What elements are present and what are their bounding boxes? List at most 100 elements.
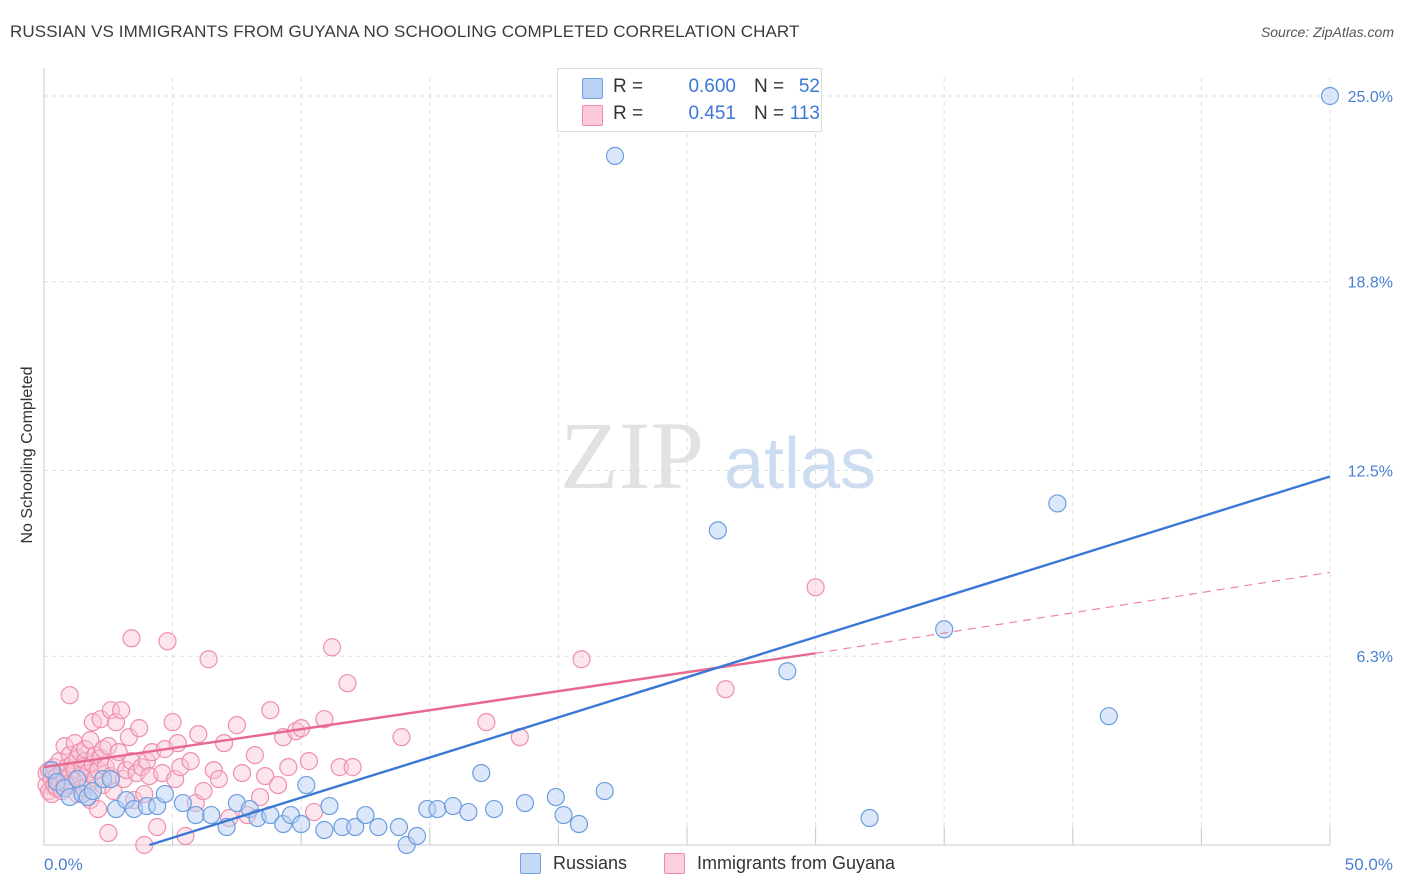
guyana-point — [148, 817, 167, 837]
russian-point — [485, 799, 504, 819]
russian-point — [595, 781, 614, 801]
guyana-point — [158, 632, 177, 651]
russian-point — [428, 799, 447, 819]
russian-points — [42, 86, 1340, 855]
guyana-point — [76, 740, 95, 759]
russian-point — [186, 805, 205, 825]
russian-point — [1048, 494, 1067, 513]
russian-point — [369, 817, 388, 837]
russian-point — [389, 817, 409, 837]
guyana-point — [250, 787, 270, 807]
russian-trend-line — [149, 475, 1331, 847]
russian-point — [356, 805, 375, 825]
guyana-point — [256, 766, 275, 786]
guyana-point — [392, 728, 411, 747]
russian-point — [297, 775, 316, 795]
guyana-point — [122, 752, 141, 771]
russian-point — [407, 826, 427, 846]
axes — [43, 68, 1331, 846]
y-tick-label: 6.3% — [1357, 649, 1393, 666]
guyana-trend-extension — [815, 571, 1331, 654]
guyana-point — [130, 719, 149, 738]
correlation-legend: R = 0.600 N = 52 R = 0.451 N = 113 — [557, 68, 822, 132]
russian-point — [935, 620, 954, 639]
y-tick-label: 25.0% — [1348, 89, 1393, 106]
russian-point — [315, 820, 334, 840]
russian-point — [101, 769, 120, 789]
legend-n-label: N = — [754, 76, 785, 97]
legend-swatch-blue — [582, 78, 603, 99]
legend-n-value: 52 — [798, 76, 820, 97]
guyana-point — [338, 674, 357, 693]
guyana-point — [189, 725, 208, 744]
guyana-point — [343, 758, 362, 777]
guyana-point — [477, 713, 496, 732]
trend-lines — [43, 475, 1331, 847]
russian-point — [173, 793, 192, 813]
guyana-point — [181, 752, 200, 771]
guyana-point — [279, 758, 298, 777]
tick-labels: 6.3% 12.5% 18.8% 25.0% 0.0% 50.0% — [44, 89, 1393, 874]
legend-r-label: R = — [613, 103, 644, 124]
russian-point — [155, 784, 174, 804]
y-tick-label: 18.8% — [1348, 275, 1393, 292]
guyana-point — [106, 713, 126, 732]
chart-title: RUSSIAN VS IMMIGRANTS FROM GUYANA NO SCH… — [10, 22, 800, 41]
russian-point — [778, 662, 797, 681]
bottom-legend-swatch-blue — [520, 853, 541, 874]
watermark-atlas: atlas — [724, 424, 876, 504]
russian-point — [708, 521, 727, 540]
russian-point — [1320, 86, 1340, 106]
russian-point — [443, 796, 463, 816]
guyana-point — [99, 737, 118, 756]
guyana-point — [299, 752, 319, 771]
guyana-point — [163, 713, 182, 732]
russian-point — [346, 817, 365, 837]
legend-swatch-pink — [582, 105, 603, 126]
guyana-trend-line — [43, 652, 816, 769]
source-note: Source: ZipAtlas.com — [1260, 24, 1394, 40]
russian-point — [515, 793, 535, 813]
guyana-point — [55, 737, 74, 756]
guyana-point — [245, 746, 265, 765]
guyana-point — [204, 760, 223, 780]
x-tick-label: 0.0% — [44, 855, 83, 874]
guyana-point — [117, 760, 136, 780]
legend-r-value: 0.600 — [688, 76, 736, 97]
legend-r-value: 0.451 — [688, 103, 736, 124]
russian-point — [459, 802, 478, 822]
x-tick-label: 50.0% — [1345, 855, 1393, 874]
bottom-legend-swatch-pink — [664, 853, 685, 874]
guyana-point — [91, 710, 110, 729]
guyana-point — [806, 578, 825, 597]
guyana-point — [330, 758, 349, 777]
bottom-legend-label: Immigrants from Guyana — [697, 853, 896, 873]
russian-point — [546, 787, 565, 807]
guyana-point — [261, 701, 280, 720]
guyana-point — [171, 758, 190, 777]
guyana-point — [232, 763, 252, 783]
guyana-point — [88, 799, 108, 819]
russian-point — [1099, 707, 1118, 726]
guyana-point — [119, 728, 138, 747]
legend-r-label: R = — [613, 76, 644, 97]
russian-point — [202, 805, 221, 825]
russian-point — [554, 805, 573, 825]
guyana-point — [60, 686, 79, 705]
russian-point — [320, 796, 339, 816]
guyana-point — [315, 710, 334, 729]
russian-point — [569, 814, 589, 834]
guyana-point — [209, 769, 228, 789]
russian-point — [292, 814, 311, 834]
russian-point — [605, 146, 625, 165]
guyana-point — [101, 701, 120, 720]
guyana-point — [304, 802, 324, 822]
guyana-point — [268, 775, 288, 795]
guyana-point — [112, 701, 131, 720]
guyana-point — [194, 781, 213, 801]
guyana-point — [199, 650, 218, 669]
guyana-point — [122, 629, 141, 648]
legend-n-label: N = — [754, 103, 785, 124]
russian-point — [472, 763, 491, 783]
